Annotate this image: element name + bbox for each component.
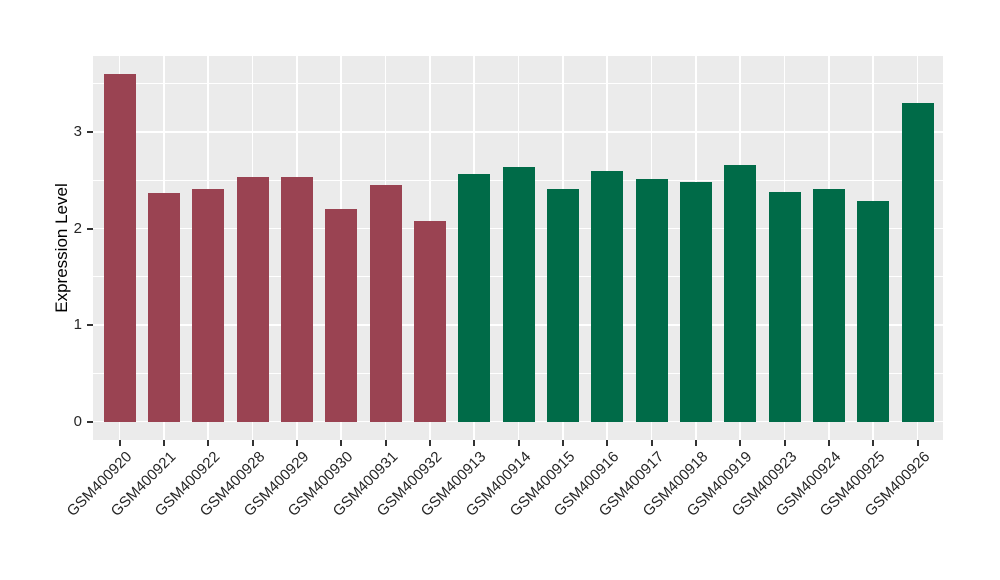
bar-GSM400924 (812, 189, 845, 422)
x-tick-GSM400926 (916, 440, 919, 446)
bar-GSM400917 (635, 178, 668, 422)
x-tick-GSM400915 (561, 440, 564, 446)
bar-GSM400932 (413, 220, 446, 422)
plot-panel (93, 56, 943, 440)
x-tick-GSM400913 (473, 440, 476, 446)
x-tick-GSM400920 (118, 440, 121, 446)
bar-GSM400926 (901, 103, 934, 422)
bar-GSM400918 (679, 182, 712, 422)
x-tick-GSM400923 (783, 440, 786, 446)
y-tick-label-2: 2 (73, 219, 82, 237)
bar-GSM400929 (280, 176, 313, 422)
y-tick-label-3: 3 (73, 123, 82, 141)
bar-GSM400931 (369, 185, 402, 422)
bar-GSM400928 (236, 176, 269, 422)
x-tick-GSM400918 (694, 440, 697, 446)
x-tick-GSM400924 (827, 440, 830, 446)
x-tick-GSM400921 (162, 440, 165, 446)
bar-GSM400930 (325, 209, 358, 422)
x-tick-GSM400922 (207, 440, 210, 446)
x-tick-GSM400929 (295, 440, 298, 446)
bar-GSM400923 (768, 192, 801, 422)
x-tick-GSM400930 (340, 440, 343, 446)
y-tick-0 (87, 420, 93, 423)
x-tick-GSM400931 (384, 440, 387, 446)
bar-GSM400914 (502, 166, 535, 422)
x-tick-GSM400928 (251, 440, 254, 446)
x-tick-GSM400932 (428, 440, 431, 446)
x-tick-GSM400919 (739, 440, 742, 446)
y-tick-2 (87, 227, 93, 230)
x-tick-GSM400914 (517, 440, 520, 446)
bar-GSM400922 (192, 189, 225, 422)
y-axis-title: Expression Level (52, 183, 71, 313)
x-tick-GSM400916 (606, 440, 609, 446)
y-tick-1 (87, 324, 93, 327)
bar-GSM400920 (103, 74, 136, 422)
y-tick-3 (87, 131, 93, 134)
x-tick-GSM400917 (650, 440, 653, 446)
y-tick-label-1: 1 (73, 316, 82, 334)
bar-GSM400919 (724, 165, 757, 422)
x-tick-GSM400925 (872, 440, 875, 446)
y-tick-label-0: 0 (73, 412, 82, 430)
bar-GSM400913 (458, 173, 491, 422)
bar-GSM400915 (546, 189, 579, 422)
bar-GSM400916 (591, 170, 624, 422)
bar-GSM400925 (857, 200, 890, 422)
bar-GSM400921 (147, 192, 180, 422)
